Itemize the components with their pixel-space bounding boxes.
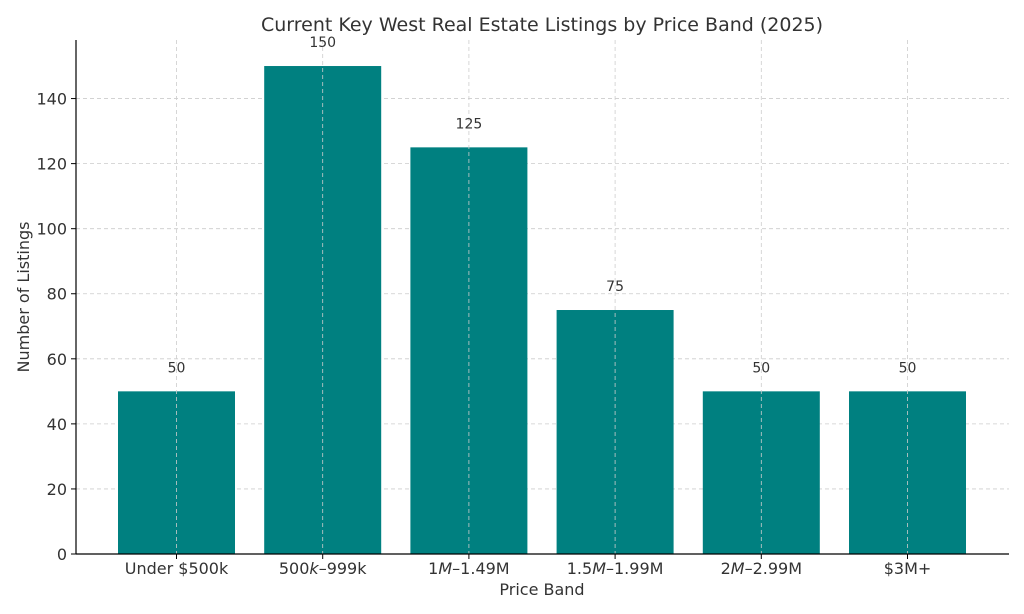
vertical-grid-lines (176, 40, 908, 554)
axes (75, 40, 1009, 555)
x-tick-label: Under $500k (125, 559, 229, 578)
x-tick-label: $3M+ (884, 559, 932, 578)
x-tick-label: 1M–1.49M (428, 559, 509, 578)
y-axis-label: Number of Listings (14, 222, 33, 373)
y-tick-label: 140 (36, 90, 67, 109)
data-label: 50 (752, 360, 770, 376)
y-tick-label: 120 (36, 155, 67, 174)
data-label: 50 (899, 360, 917, 376)
x-axis-label: Price Band (499, 580, 584, 599)
y-tick-label: 40 (47, 415, 67, 434)
y-tick-label: 100 (36, 220, 67, 239)
bar (118, 391, 235, 554)
data-label: 125 (456, 116, 483, 132)
bars (118, 66, 966, 554)
y-tick-label: 0 (57, 545, 67, 564)
bar (702, 391, 820, 554)
bar (849, 391, 966, 554)
data-label: 150 (309, 35, 336, 51)
y-tick-label: 60 (47, 350, 67, 369)
x-axis-ticks: Under $500k 500k–999k 1M–1.49M 1.5M–1.99M 2M… (125, 554, 932, 578)
y-tick-label: 20 (47, 480, 67, 499)
chart-title: Current Key West Real Estate Listings by… (261, 14, 823, 36)
x-tick-label: 2M–2.99M (721, 559, 802, 578)
y-tick-label: 80 (47, 285, 67, 304)
x-tick-label: 1.5M–1.99M (567, 559, 664, 578)
y-axis-ticks: 0 20 40 60 80 100 120 140 (36, 90, 76, 564)
data-labels: 50 150 125 75 50 50 (168, 35, 917, 376)
data-label: 75 (606, 279, 624, 295)
data-label: 50 (168, 360, 186, 376)
x-tick-label: 500k–999k (279, 559, 367, 578)
